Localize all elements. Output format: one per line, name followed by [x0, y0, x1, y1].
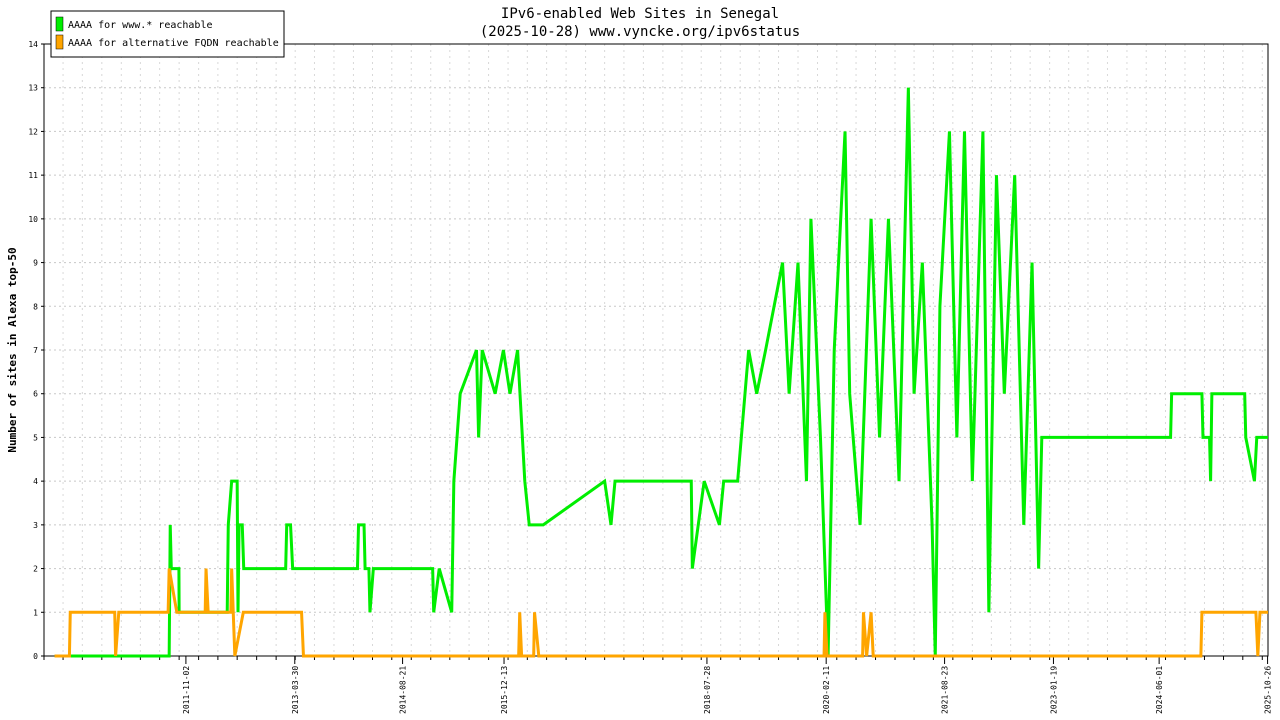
y-tick-label: 5 — [33, 433, 38, 442]
y-tick-label: 0 — [33, 652, 38, 661]
x-tick-label: 2018-07-28 — [703, 666, 712, 714]
y-tick-label: 9 — [33, 259, 38, 268]
x-tick-label: 2024-06-01 — [1155, 666, 1164, 714]
series-group — [54, 87, 1268, 658]
chart-subtitle: (2025-10-28) www.vyncke.org/ipv6status — [480, 24, 800, 40]
y-tick-label: 4 — [33, 477, 38, 486]
y-axis-label: Number of sites in Alexa top-50 — [6, 247, 19, 452]
legend: AAAA for www.* reachable AAAA for altern… — [50, 10, 285, 58]
y-tick-label: 3 — [33, 521, 38, 530]
x-tick-label: 2015-12-13 — [500, 666, 509, 714]
x-tick-label: 2014-08-21 — [399, 666, 408, 714]
y-tick-label: 14 — [28, 40, 38, 49]
legend-box — [50, 10, 285, 58]
x-tick-label: 2025-10-26 — [1264, 666, 1273, 714]
y-tick-label: 12 — [28, 127, 38, 136]
x-tick-label: 2023-01-19 — [1049, 666, 1058, 714]
x-tick-label: 2021-08-23 — [941, 666, 950, 714]
series-line-www — [54, 87, 1268, 658]
series-line-alt-fqdn — [54, 568, 1268, 658]
legend-label-alt: AAAA for alternative FQDN reachable — [68, 38, 279, 49]
legend-label-www: AAAA for www.* reachable — [68, 20, 213, 31]
y-tick-label: 11 — [28, 171, 38, 180]
y-tick-label: 7 — [33, 346, 38, 355]
y-tick-label: 1 — [33, 608, 38, 617]
legend-swatch-alt — [55, 34, 64, 50]
y-tick-label: 6 — [33, 390, 38, 399]
y-tick-label: 2 — [33, 565, 38, 574]
y-tick-label: 8 — [33, 302, 38, 311]
x-tick-label: 2013-03-30 — [291, 666, 300, 714]
y-tick-label: 10 — [28, 215, 38, 224]
legend-swatch-www — [55, 16, 64, 32]
x-tick-label: 2011-11-02 — [182, 666, 191, 714]
chart-title: IPv6-enabled Web Sites in Senegal — [501, 6, 779, 22]
x-tick-label: 2020-02-11 — [822, 666, 831, 714]
y-tick-label: 13 — [28, 84, 38, 93]
